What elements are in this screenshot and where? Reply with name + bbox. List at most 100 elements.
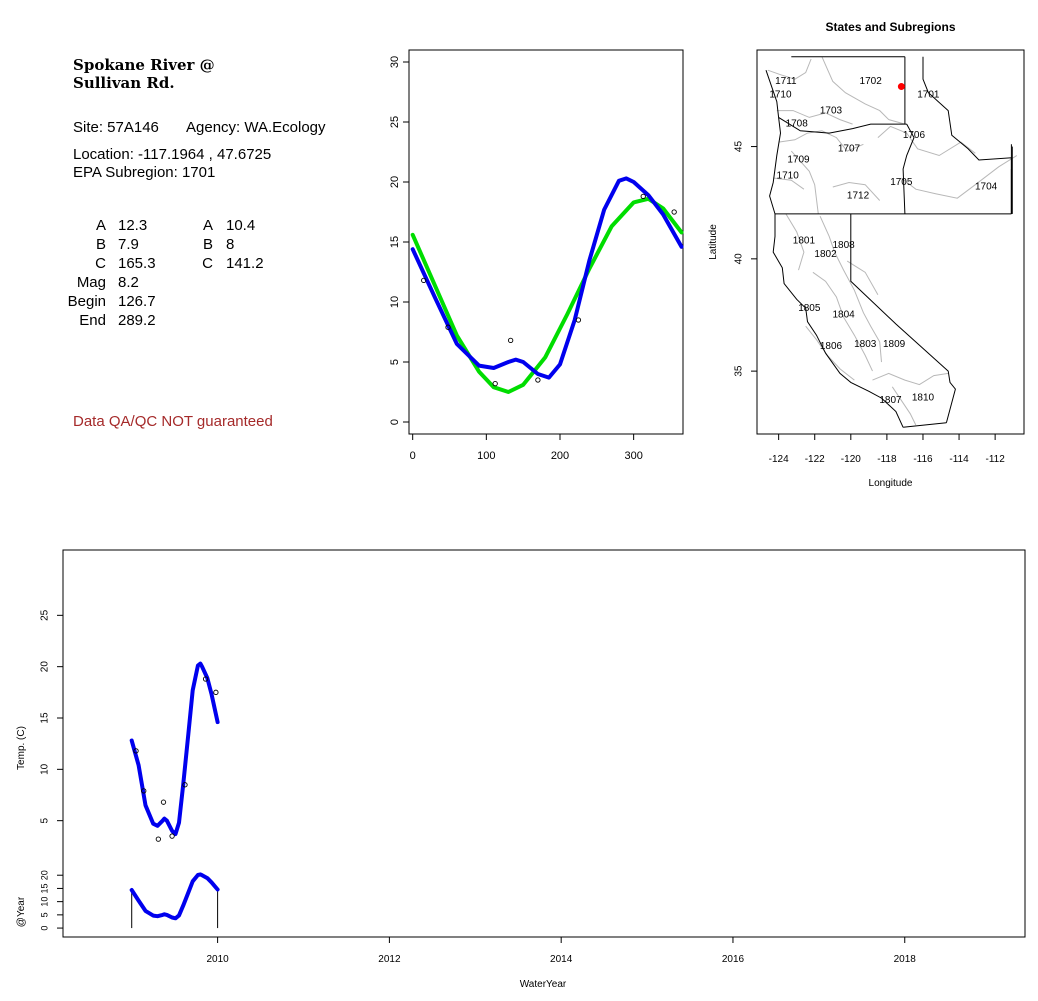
subregion-boundary [778,130,864,152]
seasonal-x-tick-label: 0 [410,450,416,462]
map-x-tick-label: -112 [985,454,1005,465]
site-location-marker [897,83,905,91]
param-label-a: A [95,217,106,234]
map-x-axis-label: Longitude [869,478,913,489]
seasonal-y-tick-label: 15 [389,236,401,248]
site-id: Site: 57A146 [73,119,159,136]
param2-value-c: 141.2 [226,255,264,272]
param2-label-c: C [202,255,213,272]
subregion-boundary [805,325,855,381]
temp-y-tick-label: 10 [40,763,51,775]
year-y-tick-label: 20 [39,870,49,880]
year-y-axis-label: @Year [16,896,27,927]
temp-data-point [213,689,219,695]
year-y-tick-label: 0 [39,926,49,931]
station-title-line1: Spokane River @ [73,56,215,74]
subregion-label: 1807 [879,395,902,406]
subregion-label: 1712 [847,191,870,202]
seasonal-smooth-fit-line [410,176,684,380]
subregion-label: 1804 [832,310,855,321]
subregion-label: 1703 [820,105,843,116]
subregion-label: 1810 [912,393,935,404]
param-label-end: End [79,312,106,329]
temp-y-tick-label: 20 [40,661,51,673]
seasonal-data-point [445,324,451,330]
temp-data-point [182,782,188,788]
subregion-boundary [832,181,881,201]
temp-y-tick-label: 5 [40,817,51,823]
year-y-tick-label: 5 [39,912,49,917]
subregion-boundary [790,150,819,214]
region-map: States and Subregions 1711 1702 1701 1710 170… [708,20,1025,489]
param-value-mag: 8.2 [118,274,139,291]
agency: Agency: WA.Ecology [186,119,326,136]
temp-y-axis-label: Temp. (C) [16,726,27,770]
map-title: States and Subregions [825,20,955,34]
year-y-tick-label: 15 [39,883,49,893]
subregion-label: 1708 [786,119,809,130]
subregion-label: 1705 [890,177,913,188]
map-x-tick-label: -116 [913,454,933,465]
seasonal-x-tick-label: 300 [624,450,642,462]
temp-y-tick-label: 15 [40,712,51,724]
year-fit-line [129,872,220,921]
subregion-boundary [900,155,1018,199]
param-label-mag: Mag [76,274,106,291]
location: Location: -117.1964 , 47.6725 [73,146,272,163]
temp-data-point [169,833,175,839]
map-frame [756,49,1025,435]
param-label-c: C [95,255,106,272]
param2-value-a: 10.4 [226,217,256,234]
seasonal-x-tick-label: 100 [477,450,495,462]
seasonal-y-tick-label: 30 [389,56,401,68]
subregion-label: 1805 [798,303,821,314]
param2-value-b: 8 [226,236,235,253]
subregion-boundary [785,213,805,271]
map-x-tick-label: -122 [805,454,825,465]
subregion-label: 1704 [975,182,998,193]
time-x-tick-label: 2018 [894,954,917,965]
seasonal-data-point [421,277,427,284]
param2-label-b: B [202,236,213,253]
param2-label-a: A [202,217,213,234]
subregion-label: 1806 [820,341,843,352]
temp-data-point [141,788,147,794]
state-boundary [922,56,1012,214]
param-value-a: 12.3 [118,217,148,234]
qa-disclaimer: Data QA/QC NOT guaranteed [73,413,273,430]
map-x-tick-label: -114 [949,454,969,465]
time-x-tick-label: 2012 [378,954,401,965]
subregion-boundary [872,372,949,386]
param-value-c: 165.3 [118,255,156,272]
param-value-begin: 126.7 [118,293,156,310]
subregion-label: 1701 [917,90,940,101]
subregion-boundary [819,215,882,363]
state-boundary [902,123,915,214]
subregion-boundary [821,56,906,125]
subregion-label: 1801 [793,236,816,247]
state-boundary [850,213,956,423]
epa-subregion: EPA Subregion: 1701 [73,164,216,181]
time-x-tick-label: 2014 [550,954,573,965]
param-label-b: B [95,236,106,253]
seasonal-data-point [507,337,514,344]
subregion-boundary [767,58,812,80]
subregion-boundary [812,271,873,372]
subregion-boundary [776,110,853,125]
map-y-tick-label: 35 [734,365,745,377]
seasonal-y-tick-label: 20 [389,176,401,188]
temp-y-tick-label: 25 [40,609,51,621]
temp-data-point [133,748,139,754]
subregion-label: 1710 [769,90,792,101]
temp-data-point [155,836,161,842]
time-x-tick-label: 2010 [206,954,229,965]
state-boundary [765,70,904,428]
param-value-end: 289.2 [118,312,156,329]
state-boundary [778,116,907,134]
seasonal-y-tick-label: 0 [389,419,401,425]
seasonal-y-tick-label: 25 [389,116,401,128]
seasonal-data-point [492,380,498,387]
subregion-boundary [773,177,805,190]
time-x-tick-label: 2016 [722,954,745,965]
